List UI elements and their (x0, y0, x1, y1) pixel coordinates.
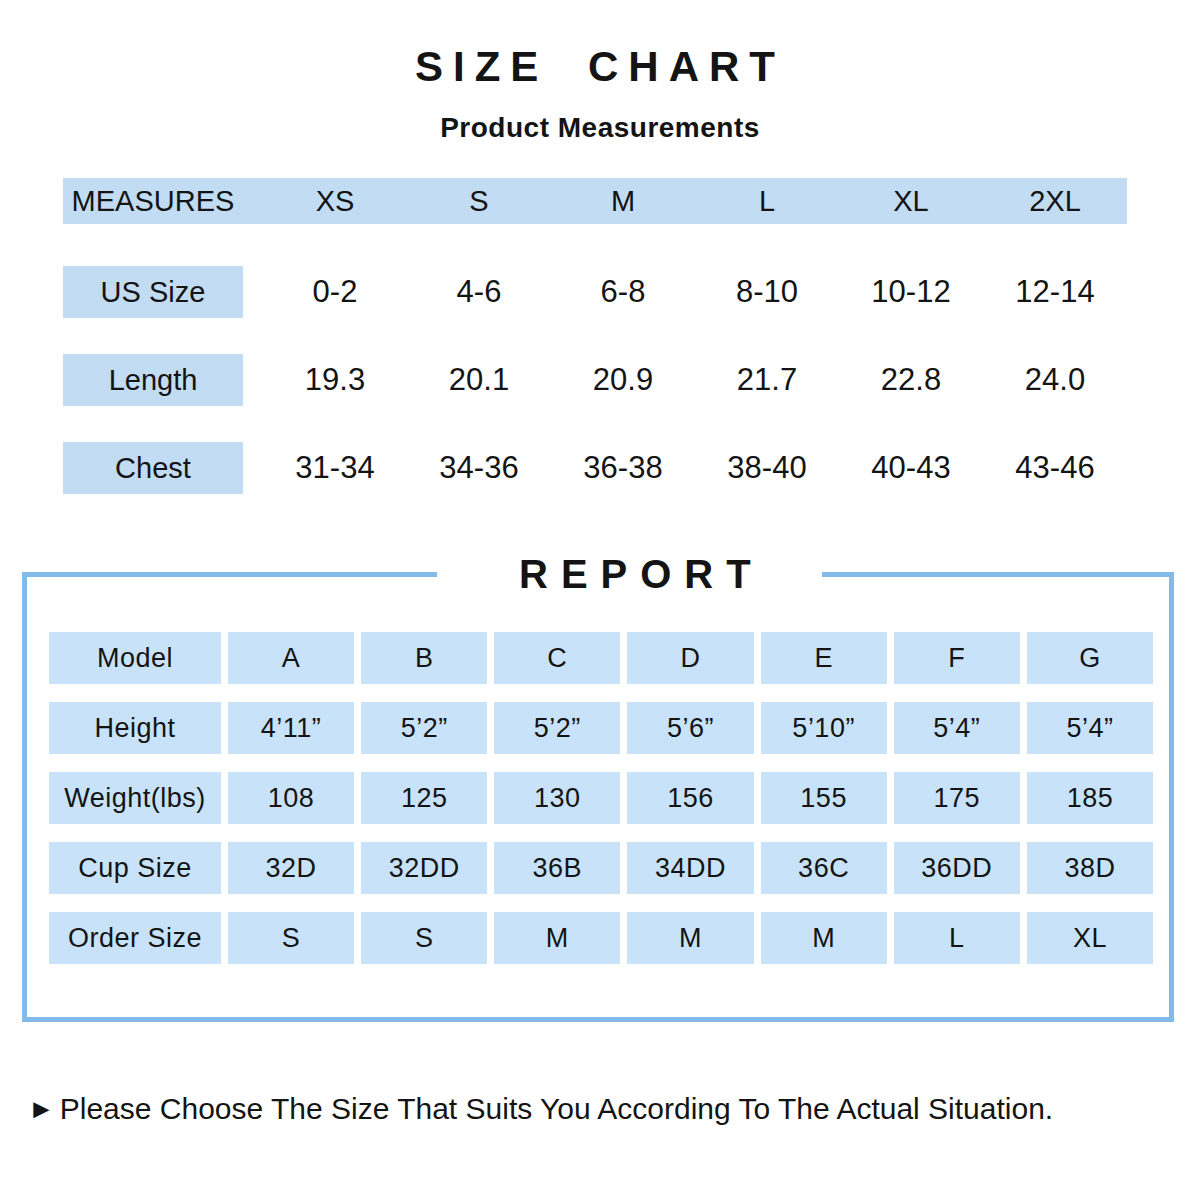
report-value: L (894, 912, 1020, 964)
measure-value: 6-8 (551, 274, 695, 310)
report-value: A (228, 632, 354, 684)
report-value: C (494, 632, 620, 684)
page-title: SIZE CHART (0, 46, 1200, 88)
report-value: 36B (494, 842, 620, 894)
measure-value: 22.8 (839, 362, 983, 398)
report-title: REPORT (437, 554, 822, 594)
report-value: F (894, 632, 1020, 684)
report-row: Order SizeSSMMMLXL (49, 912, 1153, 964)
report-row: Cup Size32D32DD36B34DD36C36DD38D (49, 842, 1153, 894)
report-value: 5’10” (761, 702, 887, 754)
report-value: 5’2” (494, 702, 620, 754)
report-value: D (627, 632, 753, 684)
measure-value: 0-2 (263, 274, 407, 310)
measure-value: 20.1 (407, 362, 551, 398)
measure-value: 38-40 (695, 450, 839, 486)
report-value: 5’6” (627, 702, 753, 754)
report-value: 130 (494, 772, 620, 824)
measures-row: Chest 31-3434-3636-3838-4040-4343-46 (63, 442, 1127, 494)
measures-row-label-cell: Chest (63, 442, 263, 494)
report-value: 36C (761, 842, 887, 894)
report-value: 32D (228, 842, 354, 894)
measure-value: 19.3 (263, 362, 407, 398)
report-titlebar: REPORT (22, 548, 1174, 600)
report-value: 34DD (627, 842, 753, 894)
report-value: S (228, 912, 354, 964)
report-row: Height4’11”5’2”5’2”5’6”5’10”5’4”5’4” (49, 702, 1153, 754)
measurements-header-row: MEASURES XSSMLXL2XL (63, 178, 1127, 224)
report-value: 36DD (894, 842, 1020, 894)
measures-row-label: US Size (63, 266, 243, 318)
report-value: M (627, 912, 753, 964)
measures-row: Length 19.320.120.921.722.824.0 (63, 354, 1127, 406)
report-value: G (1027, 632, 1153, 684)
size-column-header: XL (839, 185, 983, 218)
measures-row-label-cell: US Size (63, 266, 263, 318)
measure-value: 34-36 (407, 450, 551, 486)
report-value: 156 (627, 772, 753, 824)
measure-value: 24.0 (983, 362, 1127, 398)
measure-value: 8-10 (695, 274, 839, 310)
report-value: 185 (1027, 772, 1153, 824)
report-row: Weight(lbs)108125130156155175185 (49, 772, 1153, 824)
report-value: 5’4” (1027, 702, 1153, 754)
report-title-line-left (22, 572, 437, 577)
measure-value: 10-12 (839, 274, 983, 310)
measurements-rows: US Size 0-24-66-88-1010-1212-14 Length 19.3… (63, 266, 1127, 494)
report-rows: ModelABCDEFGHeight4’11”5’2”5’2”5’6”5’10”… (49, 632, 1169, 964)
measures-row-label-cell: Length (63, 354, 263, 406)
report-value: E (761, 632, 887, 684)
size-column-header: L (695, 185, 839, 218)
size-chart-page: SIZE CHART Product Measurements MEASURES… (0, 0, 1200, 1200)
arrow-icon: ► (28, 1096, 55, 1123)
report-row-label: Order Size (49, 912, 221, 964)
measures-header-label-cell: MEASURES (63, 178, 263, 224)
report-section: REPORT ModelABCDEFGHeight4’11”5’2”5’2”5’… (22, 574, 1174, 1022)
report-box: ModelABCDEFGHeight4’11”5’2”5’2”5’6”5’10”… (22, 574, 1174, 1022)
measure-value: 21.7 (695, 362, 839, 398)
size-column-header: S (407, 185, 551, 218)
report-title-line-right (822, 572, 1174, 577)
report-value: S (361, 912, 487, 964)
report-value: 32DD (361, 842, 487, 894)
report-value: 38D (1027, 842, 1153, 894)
report-value: B (361, 632, 487, 684)
measure-value: 43-46 (983, 450, 1127, 486)
report-row-label: Model (49, 632, 221, 684)
measure-value: 12-14 (983, 274, 1127, 310)
report-value: 155 (761, 772, 887, 824)
report-value: 175 (894, 772, 1020, 824)
report-row-label: Weight(lbs) (49, 772, 221, 824)
report-value: XL (1027, 912, 1153, 964)
size-note: ► Please Choose The Size That Suits You … (28, 1092, 1178, 1126)
measures-row: US Size 0-24-66-88-1010-1212-14 (63, 266, 1127, 318)
report-row-label: Height (49, 702, 221, 754)
report-value: 125 (361, 772, 487, 824)
measure-value: 40-43 (839, 450, 983, 486)
size-column-header: M (551, 185, 695, 218)
report-row: ModelABCDEFG (49, 632, 1153, 684)
report-value: 5’4” (894, 702, 1020, 754)
measure-value: 20.9 (551, 362, 695, 398)
report-value: 108 (228, 772, 354, 824)
report-value: 4’11” (228, 702, 354, 754)
report-value: M (761, 912, 887, 964)
report-value: M (494, 912, 620, 964)
page-subtitle: Product Measurements (0, 114, 1200, 142)
measure-value: 4-6 (407, 274, 551, 310)
measurements-table: MEASURESXSSMLXL2XL US Size0-24-66-88-101… (63, 178, 1127, 494)
note-text: Please Choose The Size That Suits You Ac… (60, 1092, 1053, 1126)
size-column-header: XS (263, 185, 407, 218)
report-row-label: Cup Size (49, 842, 221, 894)
measure-value: 31-34 (263, 450, 407, 486)
size-column-header: 2XL (983, 185, 1127, 218)
measures-row-label: Length (63, 354, 243, 406)
measure-value: 36-38 (551, 450, 695, 486)
measures-header-label: MEASURES (63, 178, 243, 224)
measures-row-label: Chest (63, 442, 243, 494)
report-value: 5’2” (361, 702, 487, 754)
